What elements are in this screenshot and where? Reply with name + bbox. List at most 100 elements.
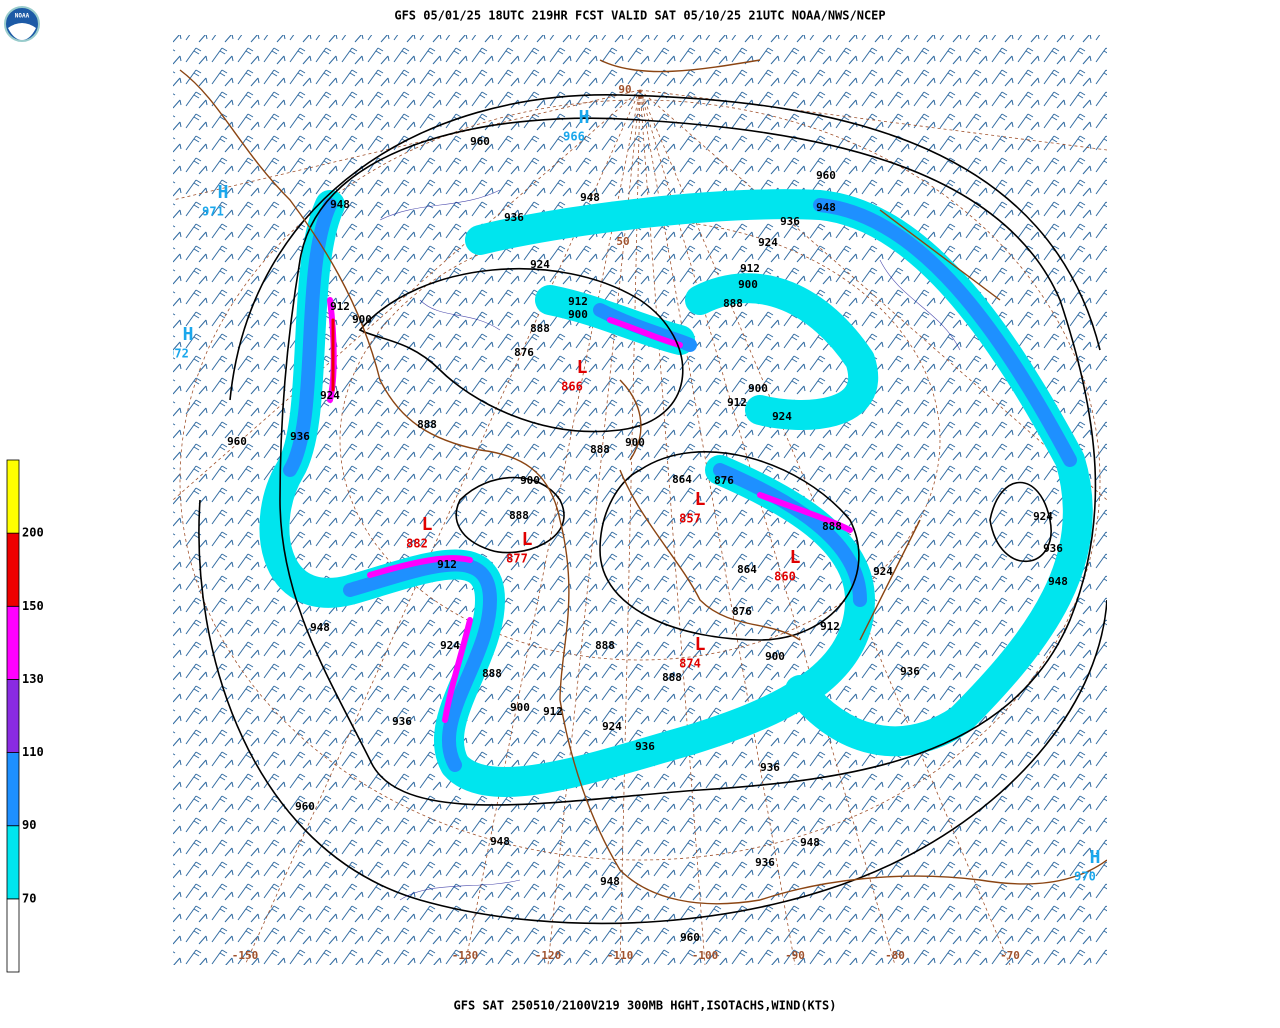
isotachs — [259, 189, 1093, 797]
contour-label: 948 — [490, 835, 510, 848]
contour-label: 888 — [662, 671, 682, 684]
high-value: 966 — [563, 130, 585, 144]
contour-label: 960 — [470, 135, 490, 148]
contour-label: 948 — [330, 198, 350, 211]
longitude-label: -80 — [885, 949, 905, 962]
contour-label: 936 — [392, 715, 412, 728]
noaa-logo: NOAA — [4, 6, 40, 42]
contour-label: 888 — [509, 509, 529, 522]
contour-label: 888 — [417, 418, 437, 431]
latitude-label: 50 — [616, 235, 629, 248]
high-letter: H — [579, 107, 590, 128]
contour-label: 912 — [543, 705, 563, 718]
contour-label: 888 — [590, 443, 610, 456]
contour-label: 936 — [290, 430, 310, 443]
logo-text: NOAA — [15, 13, 30, 20]
contour-label: 876 — [732, 605, 752, 618]
longitude-label: -120 — [535, 949, 562, 962]
contour-label: 936 — [504, 211, 524, 224]
footer: GFS SAT 250510/2100V219 300MB HGHT,ISOTA… — [454, 999, 837, 1013]
contour-label: 924 — [772, 410, 792, 423]
contour-label: 912 — [568, 295, 588, 308]
contour-label: 936 — [755, 856, 775, 869]
colorbar-band — [6, 898, 20, 973]
contour-label: 936 — [635, 740, 655, 753]
contour-label: 912 — [740, 262, 760, 275]
low-letter: L — [695, 634, 706, 655]
colorbar: 70 90 110 130 150 200 — [6, 459, 44, 973]
contour-label: 900 — [765, 650, 785, 663]
contour-label: 924 — [758, 236, 778, 249]
high-letter: H — [218, 182, 229, 203]
high-value: 972 — [167, 347, 189, 361]
colorbar-label: 110 — [22, 745, 44, 759]
contour-label: 948 — [800, 836, 820, 849]
map: 9609489369249129008888769609489369249129… — [167, 35, 1107, 965]
contour-label: 936 — [760, 761, 780, 774]
longitude-label: -70 — [1000, 949, 1020, 962]
contour-label: 888 — [723, 297, 743, 310]
colorbar-band — [6, 752, 20, 827]
colorbar-label: 150 — [22, 599, 44, 613]
colorbar-band — [6, 459, 20, 534]
low-value: 857 — [679, 512, 701, 526]
high-value: 971 — [202, 205, 224, 219]
contour-label: 960 — [227, 435, 247, 448]
low-letter: L — [522, 529, 533, 550]
contour-label: 888 — [822, 520, 842, 533]
colorbar-band — [6, 605, 20, 680]
contour-label: 948 — [580, 191, 600, 204]
contour-label: 924 — [320, 389, 340, 402]
contour-label: 888 — [482, 667, 502, 680]
contour-label: 924 — [530, 258, 550, 271]
contour-label: 960 — [680, 931, 700, 944]
latitude-label: 90 — [618, 83, 631, 96]
colorbar-label: 70 — [22, 891, 36, 905]
low-value: 860 — [774, 570, 796, 584]
contour-label: 912 — [437, 558, 457, 571]
contour-label: 960 — [816, 169, 836, 182]
contour-label: 864 — [737, 563, 757, 576]
colorbar-band — [6, 825, 20, 900]
height-contours — [198, 94, 1107, 925]
contour-label: 936 — [1043, 542, 1063, 555]
low-value: 866 — [561, 380, 583, 394]
contour-label: 900 — [352, 313, 372, 326]
contour-label: 900 — [748, 382, 768, 395]
low-value: 877 — [506, 552, 528, 566]
low-letter: L — [422, 514, 433, 535]
contour-label: 864 — [672, 473, 692, 486]
contour-label: 948 — [1048, 575, 1068, 588]
longitude-label: -130 — [452, 949, 479, 962]
colorbar-band — [6, 532, 20, 607]
colorbar-label: 90 — [22, 818, 36, 832]
contour-label: 912 — [330, 300, 350, 313]
contour-label: 900 — [625, 436, 645, 449]
contour-label: 948 — [816, 201, 836, 214]
colorbar-band — [6, 679, 20, 753]
chart-title: GFS 05/01/25 18UTC 219HR FCST VALID SAT … — [394, 9, 885, 23]
contour-label: 912 — [820, 620, 840, 633]
contour-label: 888 — [595, 639, 615, 652]
contour-label: 924 — [440, 639, 460, 652]
contour-label: 924 — [602, 720, 622, 733]
low-value: 874 — [679, 657, 701, 671]
contour-label: 876 — [714, 474, 734, 487]
contour-label: 936 — [780, 215, 800, 228]
coastlines — [179, 59, 1107, 905]
low-letter: L — [790, 547, 801, 568]
high-value: 970 — [1074, 870, 1096, 884]
high-letter: H — [183, 324, 194, 345]
longitude-label: -90 — [785, 949, 805, 962]
contour-label: 936 — [900, 665, 920, 678]
longitude-label: -150 — [232, 949, 259, 962]
high-letter: H — [1090, 847, 1101, 868]
contour-label: 900 — [520, 474, 540, 487]
longitude-label: -110 — [607, 949, 634, 962]
contour-label: 948 — [600, 875, 620, 888]
contour-label: 960 — [295, 800, 315, 813]
contour-label: 900 — [738, 278, 758, 291]
low-letter: L — [577, 357, 588, 378]
contour-label: 948 — [310, 621, 330, 634]
low-value: 882 — [406, 537, 428, 551]
